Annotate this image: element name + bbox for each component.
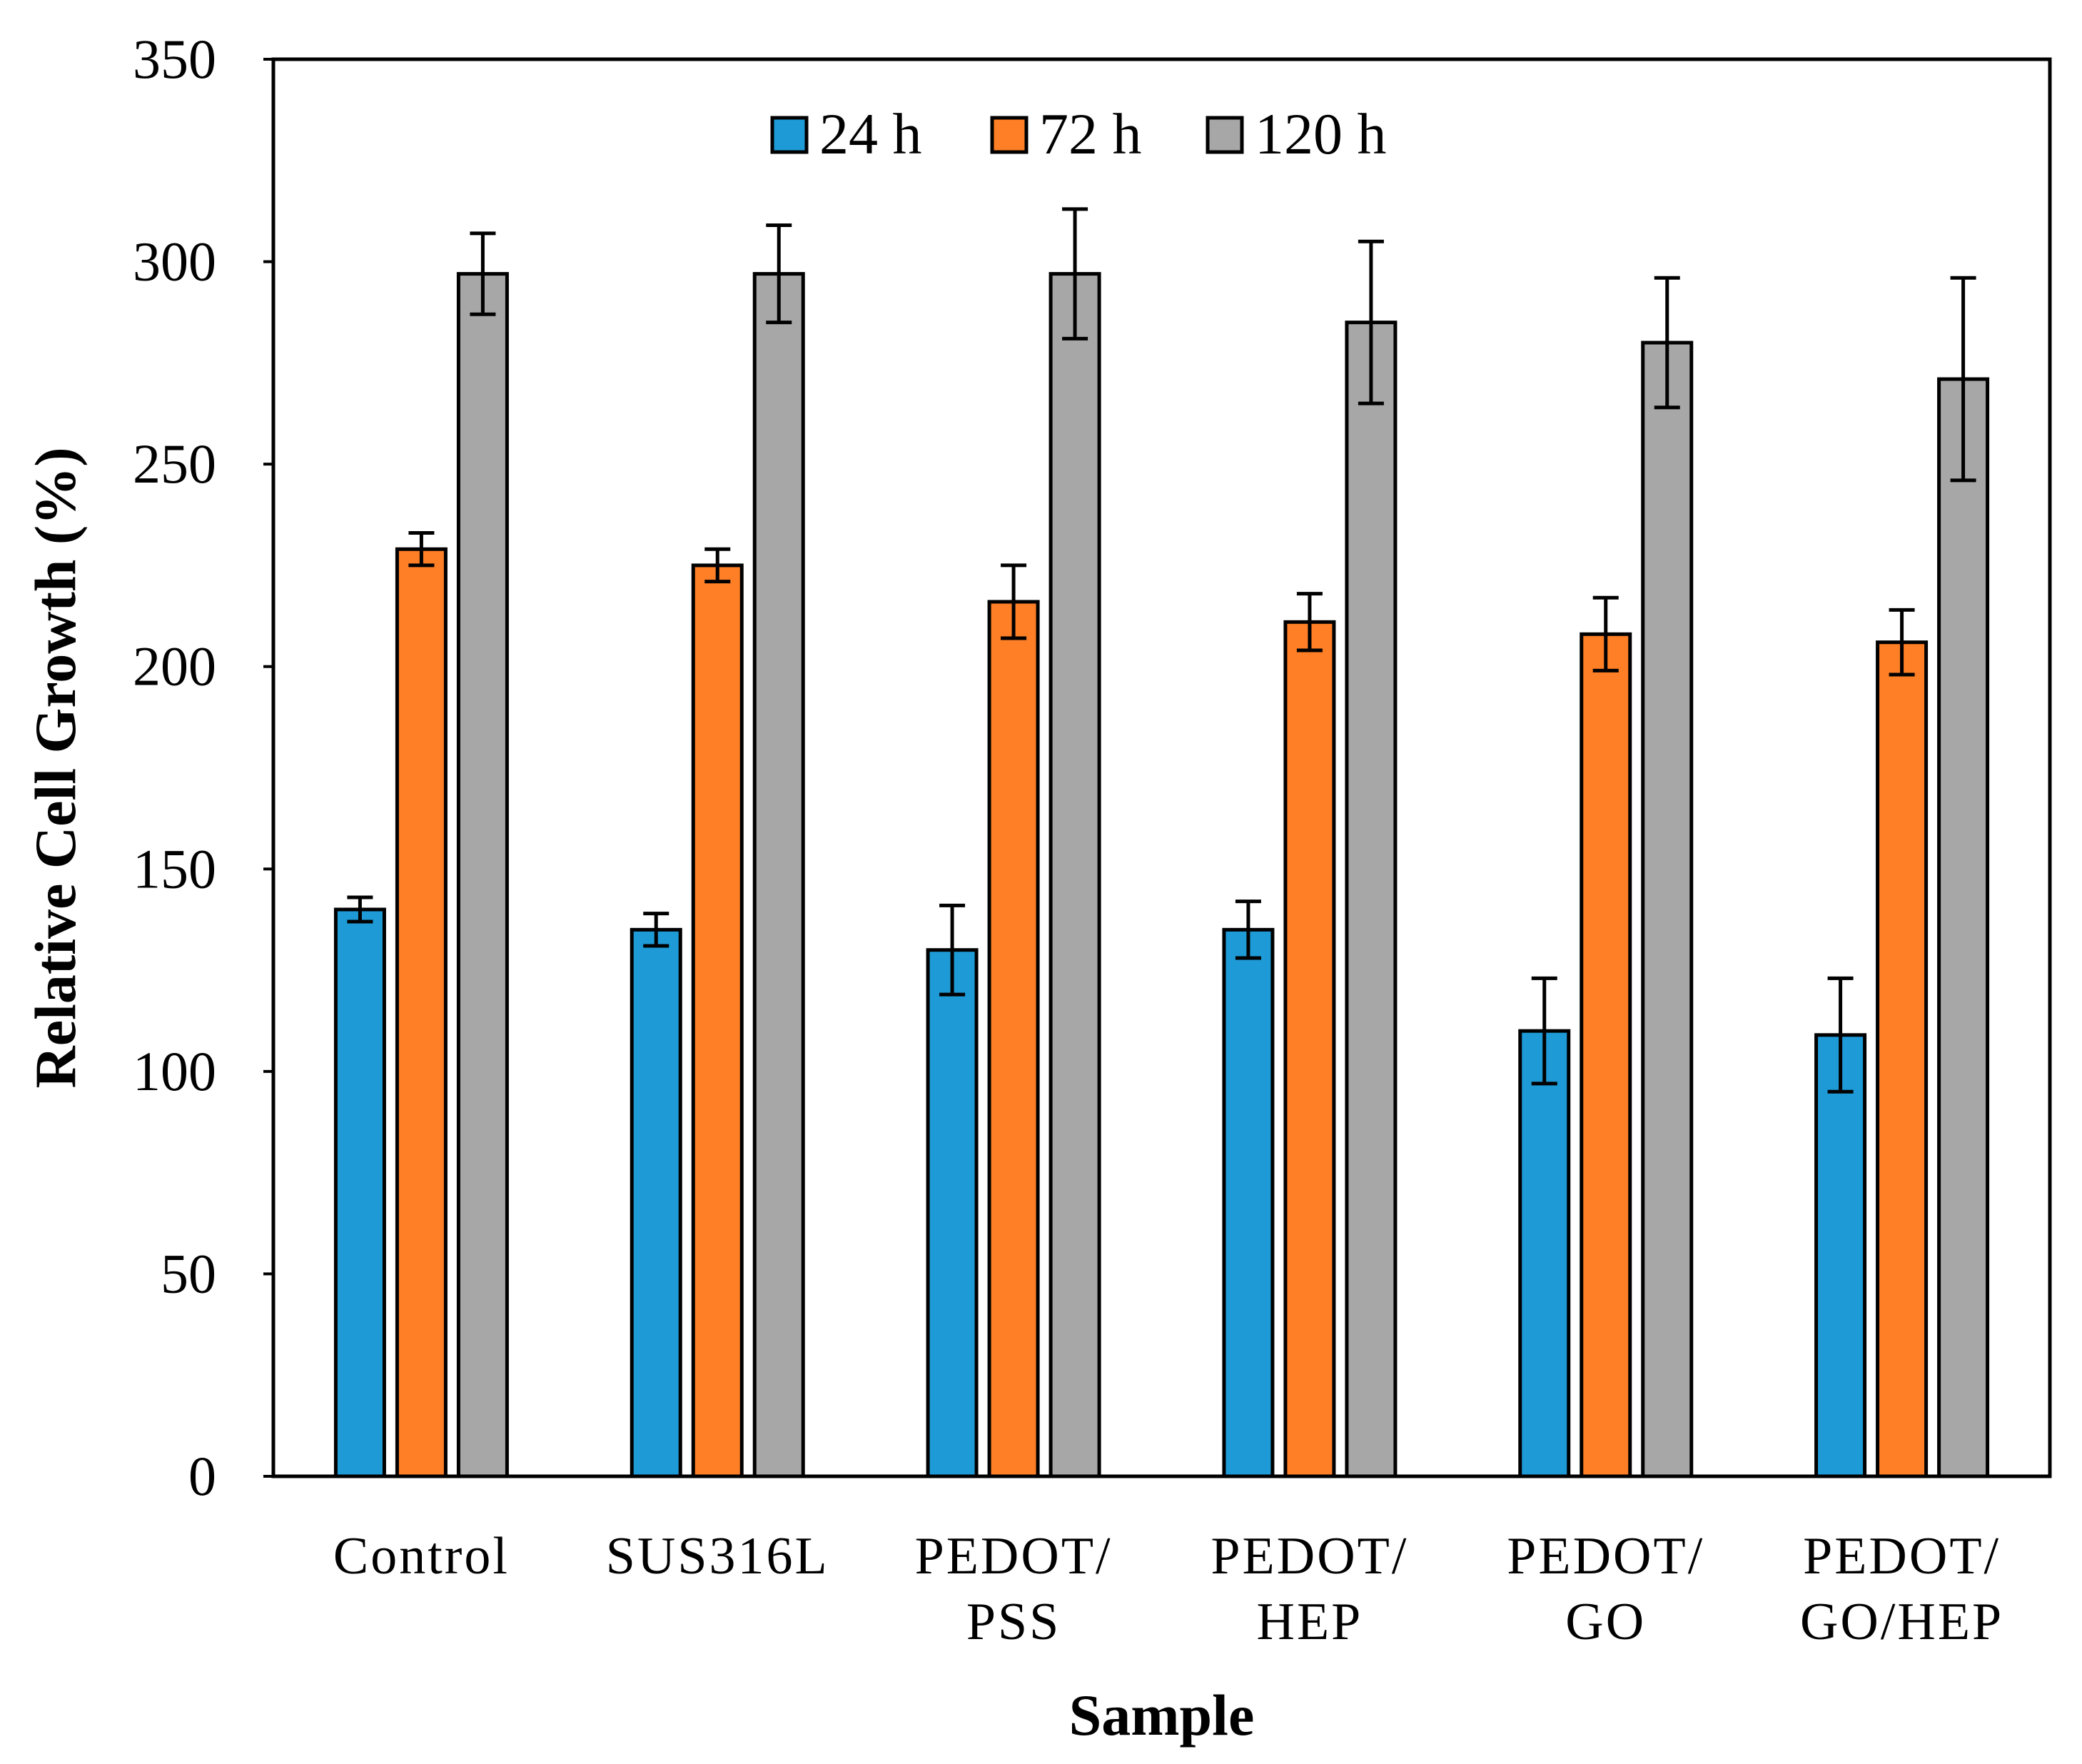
y-tick-label: 100 bbox=[133, 1040, 216, 1102]
error-bar bbox=[1827, 976, 1854, 1094]
bar-120h-3 bbox=[1345, 321, 1398, 1478]
y-axis: 0 50 100 150 200 250 300 350 bbox=[133, 28, 273, 1507]
bar-24h-4 bbox=[1518, 1029, 1571, 1478]
x-tick-label: PEDOT/ bbox=[915, 1527, 1113, 1586]
bar-72h-1 bbox=[691, 563, 744, 1478]
plot-area-frame bbox=[271, 57, 2052, 1478]
error-bar bbox=[347, 895, 373, 924]
bars-layer bbox=[333, 272, 1990, 1478]
error-bar bbox=[1062, 207, 1088, 341]
legend-label: 24 h bbox=[819, 101, 922, 166]
bar-24h-5 bbox=[1814, 1033, 1867, 1478]
legend-label: 72 h bbox=[1039, 101, 1142, 166]
bar-120h-5 bbox=[1937, 377, 1990, 1478]
legend-item: 120 h bbox=[1206, 101, 1387, 166]
legend-swatch bbox=[770, 116, 809, 154]
error-bar bbox=[1358, 239, 1384, 405]
y-tick-label: 250 bbox=[133, 433, 216, 495]
x-tick-label: GO/HEP bbox=[1800, 1593, 2003, 1651]
legend-item: 24 h bbox=[770, 101, 922, 166]
bar-120h-1 bbox=[752, 272, 805, 1478]
error-bars-layer bbox=[347, 207, 1976, 1094]
bar-24h-3 bbox=[1222, 927, 1275, 1478]
x-tick-label: PEDOT/ bbox=[1211, 1527, 1408, 1586]
legend-swatch bbox=[990, 116, 1029, 154]
bar-72h-0 bbox=[395, 547, 448, 1478]
error-bar bbox=[1889, 608, 1915, 677]
x-tick-label: PEDOT/ bbox=[1507, 1527, 1704, 1586]
legend-swatch bbox=[1206, 116, 1244, 154]
x-axis-title: Sample bbox=[1069, 1683, 1255, 1748]
error-bar bbox=[408, 531, 435, 568]
x-tick-label: HEP bbox=[1257, 1593, 1363, 1651]
x-tick-label: SUS316L bbox=[606, 1527, 829, 1586]
error-bar bbox=[1235, 899, 1261, 960]
y-tick-label: 350 bbox=[133, 28, 216, 90]
error-bar bbox=[766, 223, 792, 325]
y-tick-label: 200 bbox=[133, 635, 216, 697]
bar-120h-0 bbox=[456, 272, 509, 1478]
bar-24h-2 bbox=[926, 948, 979, 1478]
error-bar bbox=[470, 231, 496, 316]
bar-72h-5 bbox=[1876, 640, 1929, 1478]
error-bar bbox=[1950, 276, 1976, 483]
x-axis: Control SUS316L PEDOT/PSS PEDOT/HEP PEDOT/GO… bbox=[333, 1527, 2003, 1651]
y-tick-label: 0 bbox=[188, 1445, 216, 1507]
legend: 24 h 72 h 120 h bbox=[770, 101, 1387, 166]
error-bar bbox=[939, 903, 966, 997]
error-bar bbox=[1592, 595, 1619, 672]
y-tick-label: 150 bbox=[133, 837, 216, 899]
error-bar bbox=[1296, 592, 1323, 652]
error-bar bbox=[1001, 563, 1027, 640]
error-bar bbox=[1531, 976, 1557, 1086]
x-tick-label: PSS bbox=[966, 1593, 1061, 1651]
y-tick-label: 50 bbox=[161, 1242, 216, 1304]
x-tick-label: GO bbox=[1565, 1593, 1646, 1651]
x-tick-label: Control bbox=[333, 1527, 510, 1586]
bar-120h-2 bbox=[1048, 272, 1101, 1478]
bar-72h-3 bbox=[1283, 620, 1336, 1478]
bar-72h-4 bbox=[1580, 632, 1632, 1478]
error-bar bbox=[643, 912, 669, 948]
bar-24h-0 bbox=[333, 907, 386, 1478]
bar-24h-1 bbox=[630, 927, 682, 1478]
y-axis-title: Relative Cell Growth (%) bbox=[23, 448, 88, 1089]
legend-label: 120 h bbox=[1255, 101, 1387, 166]
error-bar bbox=[704, 547, 731, 584]
bar-72h-2 bbox=[987, 600, 1040, 1478]
error-bar bbox=[1654, 276, 1680, 410]
x-tick-label: PEDOT/ bbox=[1803, 1527, 2001, 1586]
legend-item: 72 h bbox=[990, 101, 1142, 166]
y-tick-label: 300 bbox=[133, 231, 216, 293]
bar-120h-4 bbox=[1641, 341, 1694, 1478]
